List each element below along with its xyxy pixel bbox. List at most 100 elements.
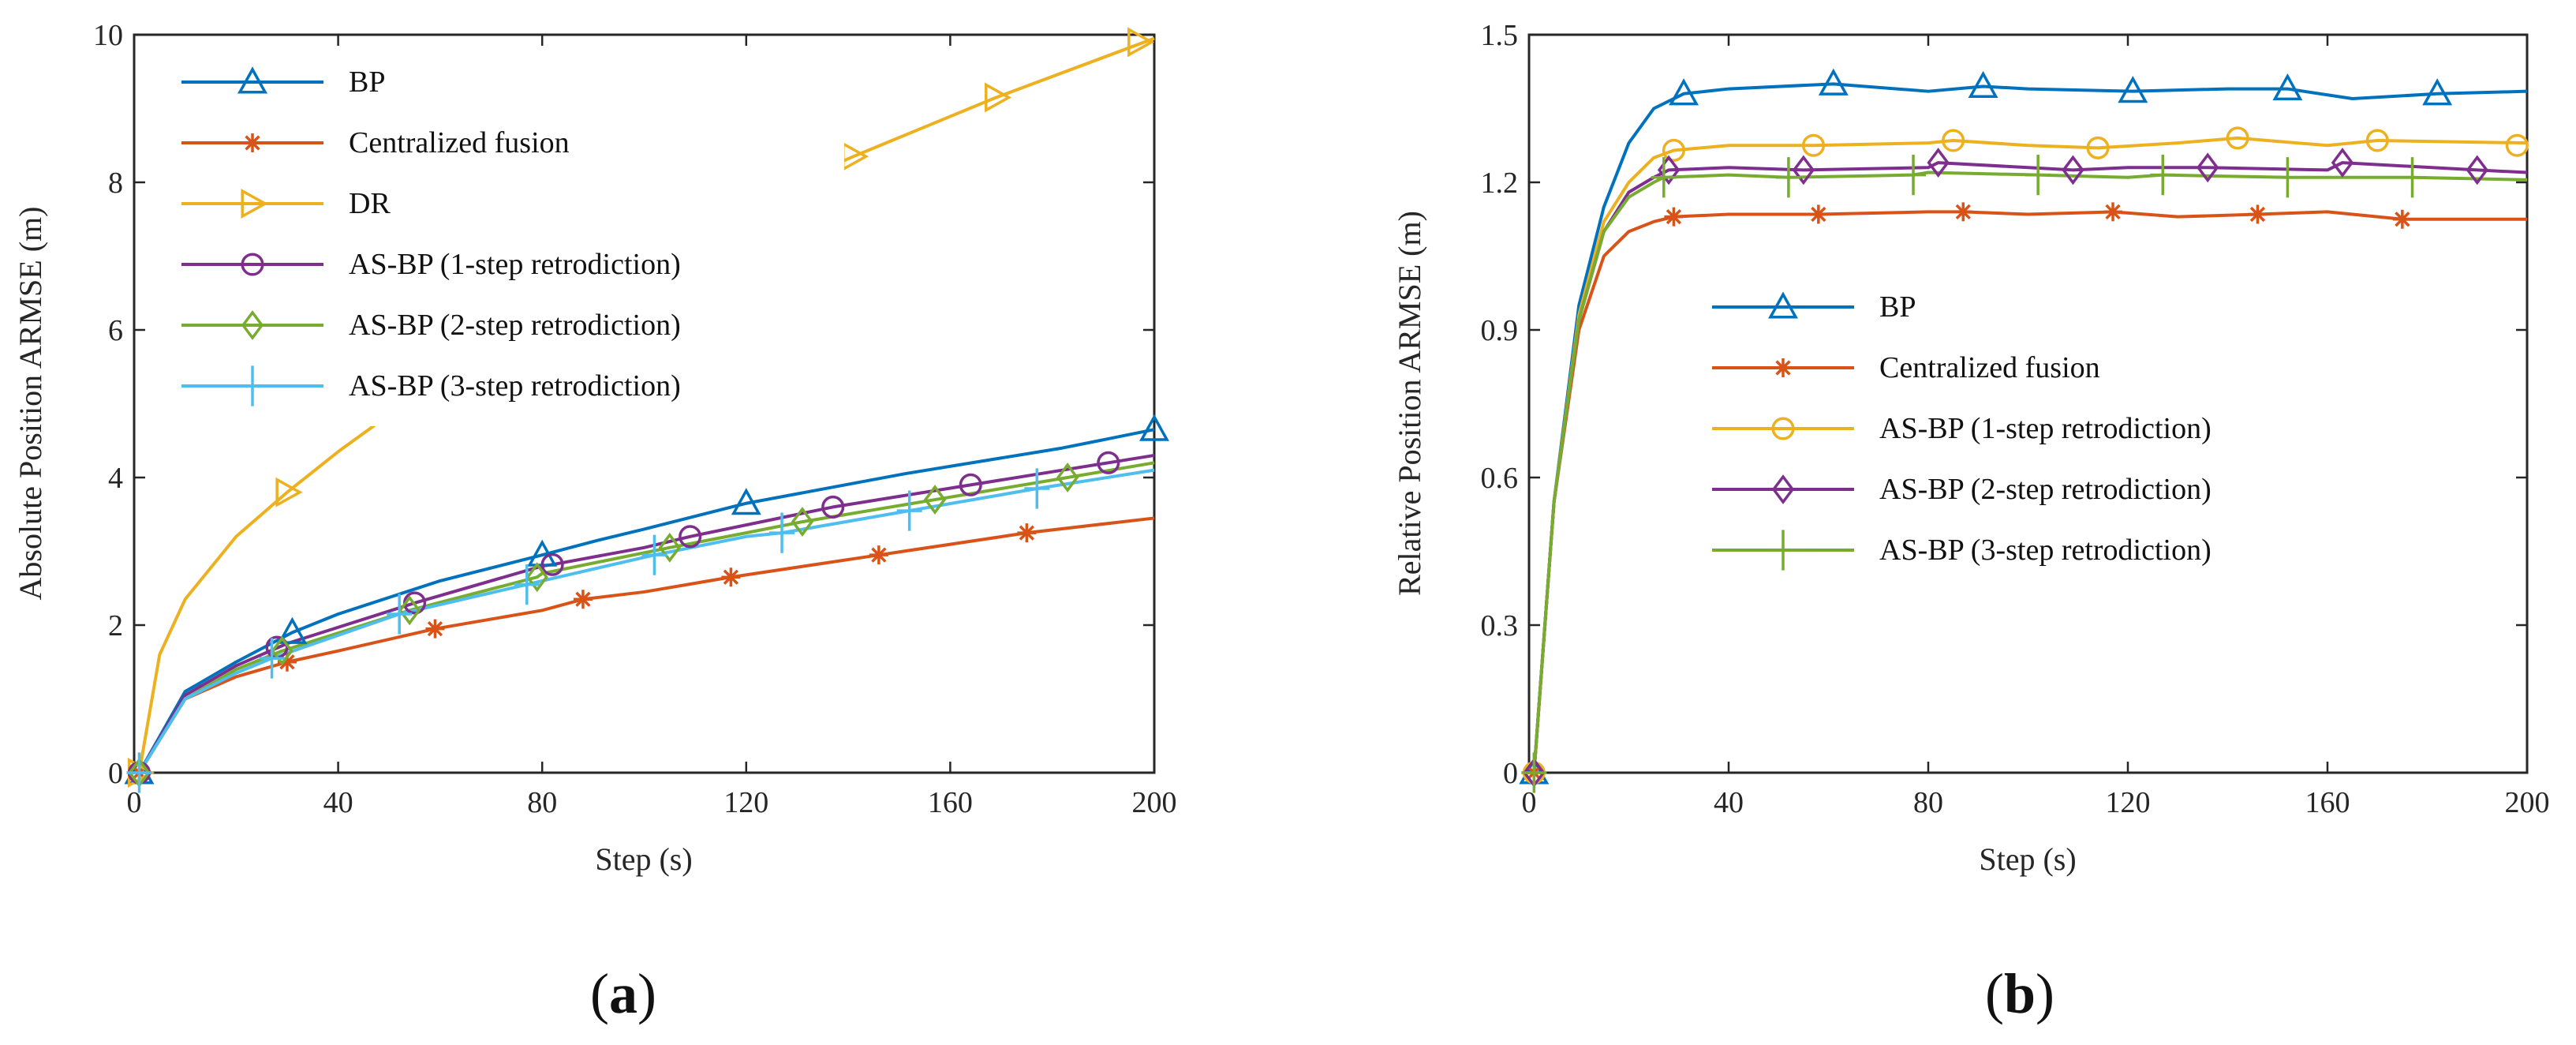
legend-label-4: AS-BP (3-step retrodiction) [1879,534,2211,567]
y-axis-label-b: Relative Position ARMSE (m) [1392,211,1427,596]
series-2-marker-7 [2505,133,2529,157]
legend-marker-1 [243,133,262,152]
legend-box [1696,280,2375,588]
y-tick-label-1: 0.3 [1481,609,1519,642]
series-2-marker-1 [1662,138,1685,163]
series-1-marker-6 [1017,523,1037,543]
legend-label-4: AS-BP (2-step retrodiction) [349,309,681,342]
legend-marker-0 [1768,291,1798,319]
legend-marker-0 [237,66,267,94]
series-5-marker-0 [126,752,152,793]
series-0-marker-3 [1968,70,1998,98]
legend-marker-1 [1774,358,1793,377]
series-0-marker-6 [2422,78,2453,106]
series-3-marker-7 [1097,451,1120,474]
series-3-marker-3 [540,552,564,576]
x-tick-label-5: 200 [2505,786,2550,819]
series-1-marker-3 [573,590,593,609]
y-tick-label-2: 4 [108,462,123,495]
x-axis-label-a: Step (s) [595,841,692,877]
series-1-marker-6 [2392,209,2412,229]
series-line-0 [1532,82,2528,773]
series-5-marker-6 [896,490,922,531]
panel-label-b: (b) [1985,962,2054,1025]
series-5-marker-3 [514,564,540,605]
x-tick-label-2: 80 [527,786,557,819]
series-4-marker-5 [2150,155,2176,196]
series-4-marker-4 [2025,155,2051,196]
legend-label-3: AS-BP (2-step retrodiction) [1879,473,2211,506]
legend-b: BP Centralized fusion AS-BP (1-step retrod… [1696,280,2375,588]
x-tick-label-4: 160 [928,786,973,819]
series-3-marker-4 [2062,155,2084,185]
series-1-marker-2 [425,619,445,639]
series-5-marker-7 [1024,468,1050,509]
series-1-marker-5 [2248,204,2268,224]
x-tick-label-4: 160 [2305,786,2350,819]
y-tick-label-3: 0.9 [1481,314,1519,347]
y-tick-label-0: 0 [1503,757,1518,790]
x-tick-label-0: 0 [1522,786,1537,819]
series-4-marker-3 [525,562,548,593]
x-tick-label-3: 120 [2106,786,2151,819]
chart-panel-a: 0 40 80 120 160 200 0 2 4 6 8 10 Step (s) Absolute… [13,19,1177,1025]
series-4-marker-2 [1775,157,1801,198]
series-line-0 [137,428,1155,773]
series-4-marker-6 [2275,157,2301,198]
y-tick-label-5: 10 [93,19,123,52]
x-tick-label-3: 120 [723,786,768,819]
y-tick-label-1: 2 [108,609,123,642]
legend-marker-4 [1770,530,1796,571]
series-0-marker-5 [2272,73,2303,101]
series-4-marker-7 [2399,157,2425,198]
legend-marker-5 [240,365,265,406]
y-tick-labels-a: 0 2 4 6 8 10 [93,19,123,790]
legend-label-1: Centralized fusion [1879,351,2100,384]
series-1-marker-1 [277,652,297,672]
series-3-marker-4 [679,525,702,549]
y-tick-label-0: 0 [108,757,123,790]
series-0-marker-1 [277,616,308,644]
x-tick-label-1: 40 [1714,786,1744,819]
x-tick-label-0: 0 [127,786,142,819]
legend-marker-2 [241,189,268,219]
series-2-marker-3 [1942,129,1965,152]
series-3-marker-5 [2197,152,2219,183]
series-3-marker-6 [959,473,982,496]
y-tick-label-4: 8 [108,167,123,200]
series-3-marker-6 [2331,148,2354,178]
legend-marker-4 [241,310,264,340]
series-line-2 [1532,136,2528,773]
series-2-marker-6 [2365,129,2389,152]
series-2-marker-5 [2226,126,2249,150]
legend-box [166,55,844,426]
series-5-marker-1 [259,638,285,679]
series-2-marker-7 [1127,27,1155,58]
series-3-marker-2 [1792,155,1815,185]
y-tick-label-5: 1.5 [1481,19,1519,52]
chart-panel-b: 0 40 80 120 160 200 0 0.3 0.6 0.9 1.2 1.5 Step (s)… [1392,19,2550,1025]
series-3-marker-7 [2466,155,2488,185]
legend-label-3: AS-BP (1-step retrodiction) [349,248,681,281]
series-4-marker-5 [791,507,814,537]
series-4-marker-4 [658,532,682,563]
series-2-marker-4 [2086,136,2110,159]
x-tick-label-5: 200 [1132,786,1177,819]
series-5-marker-4 [641,534,667,575]
series-2-marker-6 [985,82,1012,113]
series-4-marker-3 [1901,155,1927,196]
series-4-marker-1 [1651,157,1677,198]
series-1-marker-4 [721,567,741,587]
series-4-marker-6 [923,485,947,515]
series-0-marker-3 [731,488,761,515]
tick-marks-b [1527,33,2529,774]
x-tick-label-1: 40 [323,786,353,819]
panel-label-a-letter: a [609,962,637,1025]
series-3-marker-3 [1927,148,1950,178]
x-tick-labels-b: 0 40 80 120 160 200 [1522,786,2550,819]
x-tick-labels-a: 0 40 80 120 160 200 [127,786,1177,819]
series-3-marker-5 [821,495,845,519]
y-tick-label-2: 0.6 [1481,462,1519,495]
series-1-marker-1 [1664,207,1684,227]
